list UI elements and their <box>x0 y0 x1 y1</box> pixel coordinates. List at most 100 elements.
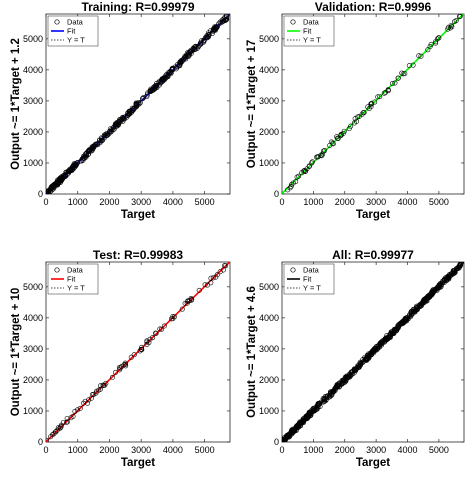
test-xtick-label: 5000 <box>195 445 215 455</box>
test-data-point <box>85 400 91 406</box>
test-data-point <box>128 354 134 360</box>
validation-xtick-label: 4000 <box>398 197 418 207</box>
test-data-point <box>161 323 167 329</box>
test-data-point <box>138 347 144 353</box>
training-data-point <box>141 95 147 101</box>
training-data-point <box>68 168 74 174</box>
test-xtick-label: 4000 <box>163 445 183 455</box>
validation-data-point <box>309 159 315 165</box>
all-xtick-label: 3000 <box>366 445 386 455</box>
validation-data-point <box>288 183 294 189</box>
all-data-point <box>386 334 392 340</box>
all-xlabel: Target <box>356 457 390 469</box>
training-data-point <box>206 31 212 37</box>
training-data-point <box>99 138 105 144</box>
training-data-point <box>182 53 188 59</box>
training-data-point <box>196 42 202 48</box>
all-data-point <box>343 377 349 383</box>
training-data-point <box>198 40 204 46</box>
training-legend-data-label: Data <box>67 18 84 27</box>
training-ytick-label: 4000 <box>23 65 43 75</box>
all-ytick-label: 0 <box>274 437 279 447</box>
validation-data-point <box>359 111 365 117</box>
all-data-point <box>345 373 351 379</box>
test-data-point <box>202 282 208 288</box>
test-legend-data-label: Data <box>67 266 84 275</box>
all-data-point <box>442 277 448 283</box>
validation-legend-data-marker <box>290 19 296 25</box>
test-data-point <box>117 364 123 370</box>
validation-data-point <box>304 166 310 172</box>
test-data-point <box>121 362 127 368</box>
training-data-point <box>46 191 50 194</box>
validation-xtick-label: 3000 <box>366 197 386 207</box>
all-data-point <box>450 271 456 277</box>
test-legend-fit-label: Fit <box>67 275 76 284</box>
all-data-point <box>297 422 303 428</box>
training-ylabel: Output ~= 1*Target + 1.2 <box>10 38 22 170</box>
all-data-point <box>408 314 414 320</box>
all-xtick-label: 0 <box>279 445 284 455</box>
validation-data-point <box>433 40 439 46</box>
test-xtick-label: 0 <box>43 445 48 455</box>
test-data-point <box>157 326 163 332</box>
validation-data-point <box>296 173 302 179</box>
all-data-point <box>309 409 315 415</box>
training-data-point <box>223 14 229 19</box>
all-legend-data-marker <box>290 267 296 273</box>
all-data-point <box>441 279 447 285</box>
validation-data-point <box>322 148 328 154</box>
all-data-point <box>379 340 385 346</box>
all-data-point <box>370 348 376 354</box>
test-panel: 0 1000 2000 3000 4000 5000 0 1000 2000 3000 4000 50… <box>10 248 231 469</box>
training-data-point <box>206 32 212 38</box>
training-title: Training: R=0.99979 <box>81 0 194 14</box>
all-data-point <box>353 366 359 372</box>
training-data-point <box>80 157 86 163</box>
validation-data-point <box>302 169 308 175</box>
training-data-point <box>103 131 109 137</box>
validation-data-point <box>410 62 416 68</box>
training-panel: 0 1000 2000 3000 4000 5000 0 1000 2000 3000 4000 50… <box>10 0 231 221</box>
training-data-point <box>134 102 140 108</box>
all-data-point <box>316 400 322 406</box>
training-data-point <box>46 189 50 194</box>
training-data-point <box>223 17 229 23</box>
validation-data-point <box>433 39 439 45</box>
test-data-point <box>204 282 210 288</box>
all-data-point <box>295 422 301 428</box>
validation-data-point <box>418 53 424 59</box>
validation-data-point <box>427 43 433 49</box>
all-data-point <box>410 306 416 312</box>
all-data-point <box>411 308 417 314</box>
training-data-point <box>202 35 208 41</box>
test-data-point <box>168 316 174 322</box>
all-data-point <box>349 368 355 374</box>
training-xtick-label: 1000 <box>68 197 88 207</box>
test-data-point <box>153 330 159 336</box>
test-data-point <box>208 280 214 286</box>
validation-xtick-label: 2000 <box>335 197 355 207</box>
all-data-point <box>282 437 286 442</box>
all-data-point <box>396 322 402 328</box>
training-data-point <box>201 37 207 43</box>
validation-data-point <box>340 131 346 137</box>
validation-data-point <box>353 118 359 124</box>
training-data-point <box>215 24 221 30</box>
all-data-point <box>350 371 356 377</box>
test-ytick-label: 0 <box>38 437 43 447</box>
all-data-point <box>326 394 332 400</box>
training-data-point <box>116 120 122 126</box>
training-data-point <box>69 165 75 171</box>
test-data-point <box>74 407 80 413</box>
validation-data-point <box>375 94 381 100</box>
test-plot-area <box>46 262 230 442</box>
validation-data-point <box>368 101 374 107</box>
training-data-point <box>140 96 146 102</box>
validation-data-point <box>389 81 395 87</box>
validation-data-point <box>366 106 372 112</box>
training-legend-fit-label: Fit <box>67 27 76 36</box>
all-data-point <box>364 357 370 363</box>
validation-legend-fit-label: Fit <box>303 27 312 36</box>
all-data-point <box>366 356 372 362</box>
